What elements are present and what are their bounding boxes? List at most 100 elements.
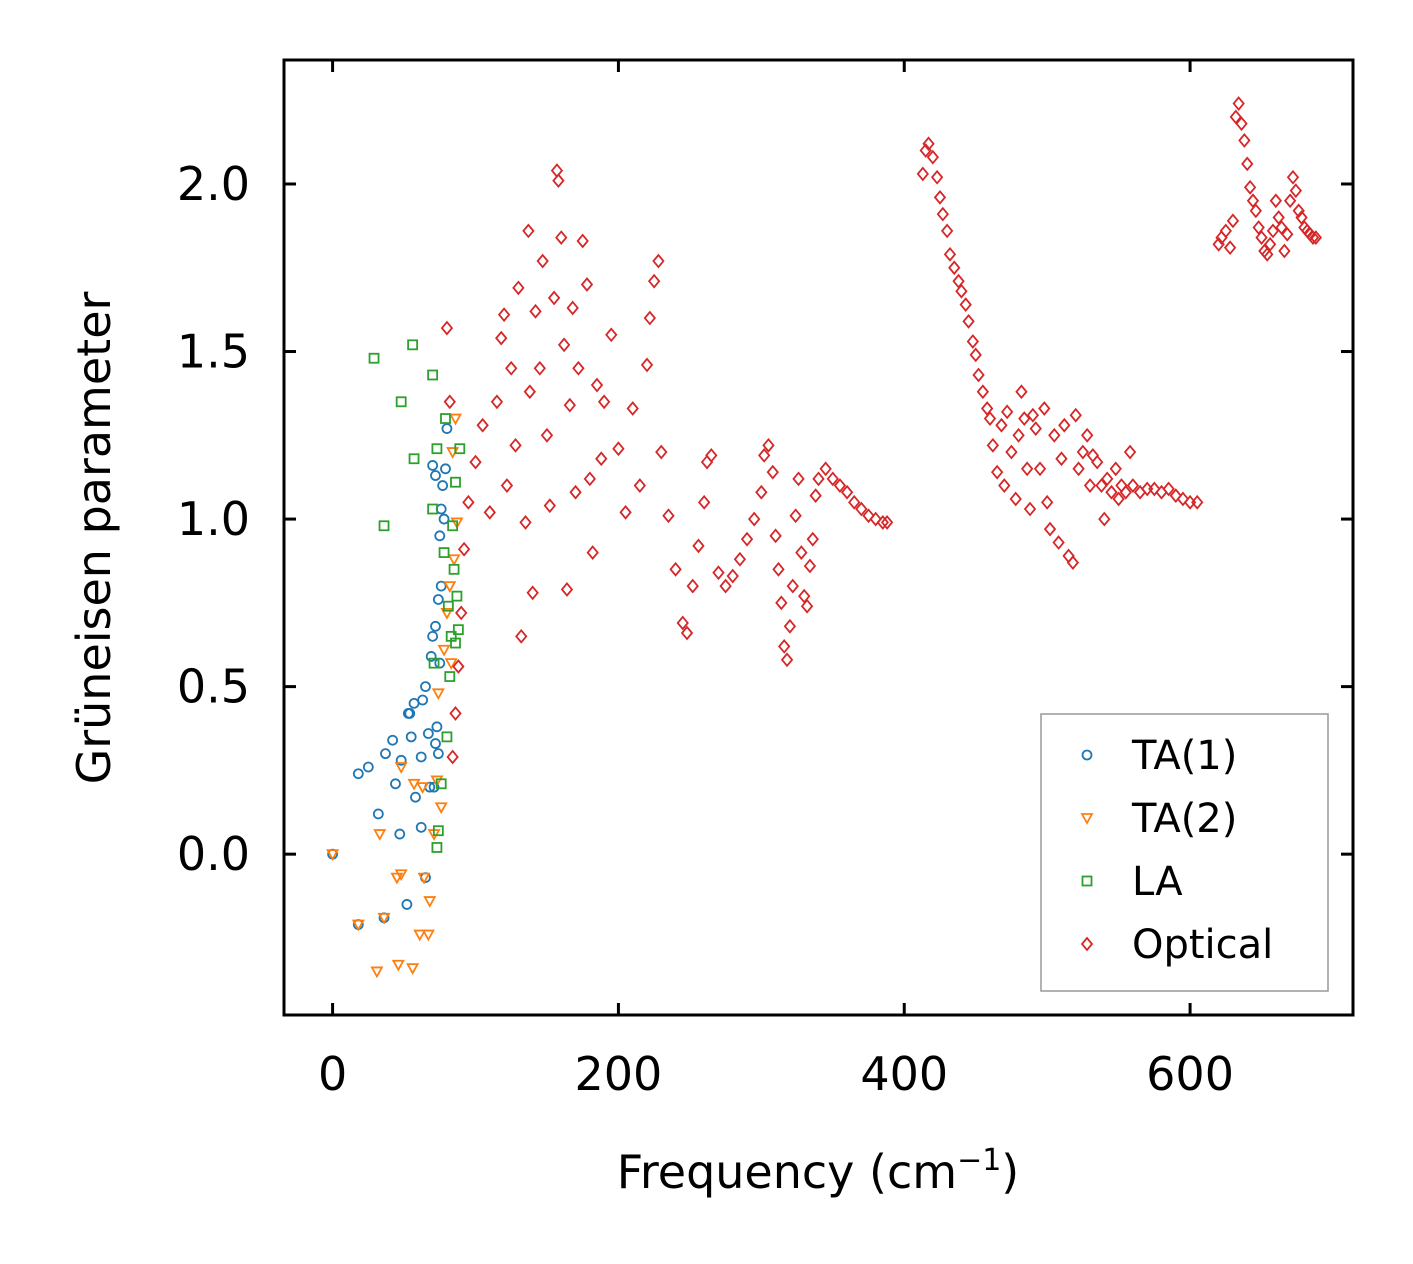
data-point-optical [540,427,554,443]
data-point-ta-1 [420,681,431,693]
data-point-optical [452,659,465,674]
data-point-optical [976,384,990,400]
data-point-ta-2 [431,688,445,701]
data-point-optical [876,515,889,530]
data-point-la [452,624,464,636]
data-point-la [438,547,450,558]
data-point-optical [1272,210,1285,225]
data-point-ta-2 [444,658,458,671]
legend-marker-optical [1080,936,1094,952]
data-point-optical [758,447,771,463]
data-point-ta-2 [351,919,365,932]
data-point-optical [605,327,618,343]
data-point-optical [1232,96,1245,111]
legend-marker-la [1081,875,1093,887]
data-point-optical [509,437,522,453]
data-point-ta-2 [373,829,387,841]
series-optical [440,96,1323,765]
data-point-ta-1 [435,580,447,592]
data-point-ta-1 [432,594,444,605]
data-point-optical [848,494,861,510]
data-point-optical [1223,240,1237,256]
data-point-la [450,637,461,649]
legend-marker-ta-1 [1081,749,1093,761]
data-point-optical [800,598,814,614]
data-point-optical [1123,444,1137,460]
y-tick-label: 2.0 [177,157,250,211]
data-point-optical [783,618,797,634]
data-point-ta-2 [406,963,420,975]
data-point-optical [580,277,594,292]
data-point-optical [536,253,549,269]
data-point-optical [1226,213,1240,229]
data-point-optical [795,545,808,560]
data-point-optical [1176,491,1190,507]
data-point-optical [457,541,471,557]
data-point-ta-1 [434,657,446,669]
data-point-optical [529,303,542,319]
data-point-optical [1255,230,1268,246]
data-point-optical [1023,501,1037,517]
data-point-optical [1009,491,1022,507]
data-point-optical [1115,478,1128,493]
data-point-optical [1269,193,1282,209]
data-point-optical [1275,220,1288,235]
data-point-optical [443,394,456,410]
data-point-optical [930,169,944,185]
data-point-optical [780,652,794,668]
data-point-optical [633,478,647,493]
data-point-la [432,825,444,837]
data-point-ta-1 [352,768,364,780]
data-point-ta-1 [430,470,441,481]
data-point-ta-1 [427,460,439,471]
data-point-optical [1043,521,1057,537]
data-point-optical [569,484,582,500]
data-point-optical [869,511,882,527]
data-point-optical [926,149,940,165]
data-point-optical [916,166,929,182]
data-point-optical [1249,203,1262,219]
data-point-la [408,453,420,465]
series-ta-1 [327,423,453,930]
data-point-ta-1 [438,513,450,525]
data-point-optical [1083,478,1097,493]
x-tick-label: 400 [860,1047,948,1101]
data-point-optical [726,568,739,584]
legend-label-ta-1: TA(1) [1131,733,1237,779]
data-point-optical [1076,444,1090,460]
data-point-optical [826,471,839,487]
data-point-optical [590,377,604,393]
data-point-ta-1 [430,738,441,749]
y-tick-label: 0.0 [177,827,250,881]
data-point-optical [1015,384,1028,400]
data-point-optical [697,494,711,510]
data-point-la [427,503,439,515]
data-point-optical [966,334,980,349]
data-point-optical [1062,548,1075,564]
data-point-optical [1263,236,1277,252]
data-point-optical [990,464,1004,480]
data-point-la [440,413,451,424]
data-point-ta-1 [435,503,447,515]
data-point-optical [552,173,565,189]
data-point-optical [1091,454,1104,470]
data-point-optical [809,488,822,504]
data-point-optical [557,337,571,353]
data-point-optical [712,565,725,581]
data-point-la [441,731,453,743]
x-tick-label: 0 [318,1047,347,1101]
data-point-ta-2 [326,849,340,862]
data-point-la [431,443,443,455]
data-point-ta-1 [390,778,401,790]
data-point-la [378,520,390,532]
data-point-optical [995,417,1008,433]
data-point-optical [563,397,577,413]
data-point-optical [1162,481,1175,497]
data-point-optical [806,531,819,547]
data-point-optical [980,401,994,416]
data-point-optical [1018,411,1031,426]
data-point-optical [959,297,972,313]
data-point-ta-2 [416,782,430,794]
data-point-ta-2 [407,778,421,791]
data-point-optical [547,290,561,306]
